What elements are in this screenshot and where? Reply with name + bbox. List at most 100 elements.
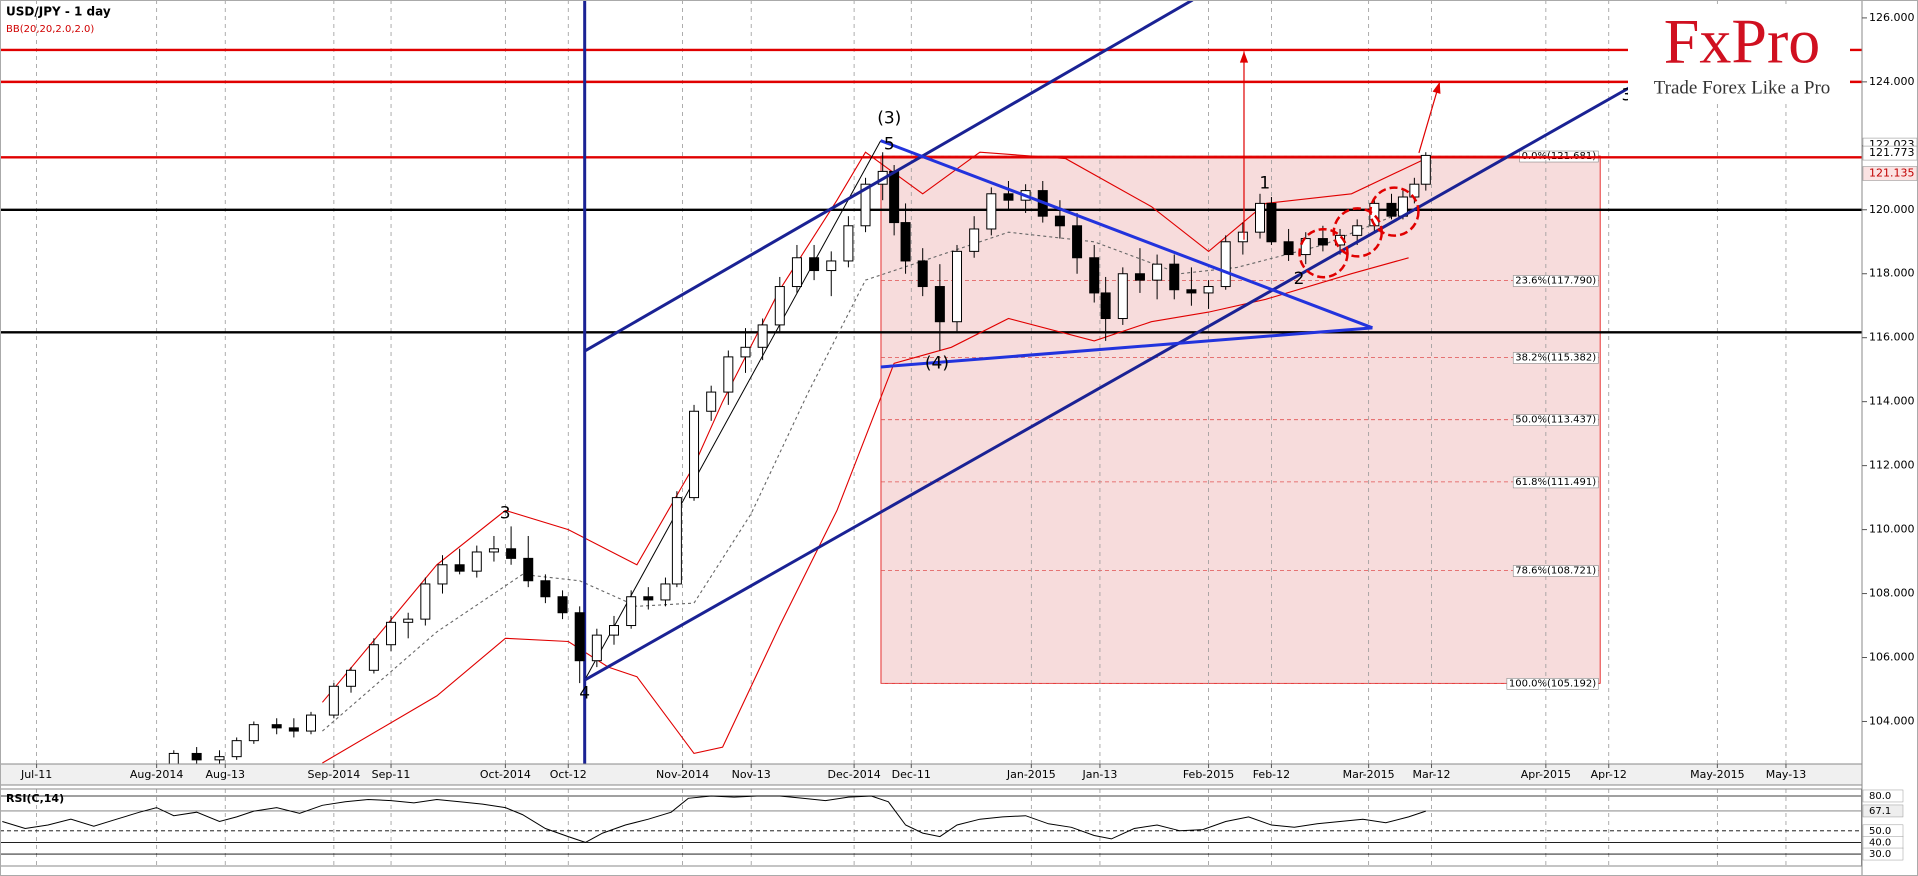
fib-label: 50.0%(113.437) — [1515, 415, 1596, 426]
x-tick-label: May-2015 — [1690, 768, 1745, 781]
candle-body — [1386, 202, 1397, 217]
wave-label: 5 — [884, 134, 895, 154]
candle-body — [969, 228, 980, 252]
candle-body — [843, 225, 854, 262]
rsi-tick-label: 50.0 — [1869, 826, 1891, 837]
candle-body — [346, 669, 357, 687]
x-tick-label: Aug-2014 — [130, 768, 183, 781]
y-tick-label: 120.000 — [1869, 203, 1915, 216]
x-tick-label: Sep-11 — [372, 768, 411, 781]
price-tag-bg — [1862, 145, 1918, 161]
band-line — [321, 151, 1427, 703]
candle-body — [1237, 231, 1248, 243]
candle-body — [591, 634, 602, 662]
candle-body — [860, 183, 871, 227]
candle-body — [306, 714, 317, 732]
x-tick-label: Nov-13 — [732, 768, 771, 781]
candle-body — [454, 564, 465, 572]
fib-label-bg — [1512, 275, 1599, 287]
rsi-tick-bg — [1862, 789, 1904, 803]
candle-body — [271, 724, 282, 729]
candle-body — [368, 644, 379, 671]
candle-body — [191, 752, 202, 761]
x-tick-label: Jan-13 — [1081, 768, 1117, 781]
candle-body — [471, 551, 482, 572]
candle-body — [214, 756, 225, 761]
arrow-head — [1239, 51, 1249, 63]
candle-body — [523, 557, 534, 582]
candle-body — [740, 346, 751, 358]
band-line — [322, 257, 1409, 764]
candle-body — [889, 170, 900, 224]
panel-separator — [0, 784, 1863, 790]
highlight-circle — [1369, 186, 1420, 237]
rsi-tick-label: 40.0 — [1869, 837, 1891, 848]
y-tick-label: 104.000 — [1869, 714, 1915, 727]
candle-body — [1266, 202, 1277, 243]
y-tick-label: 126.000 — [1869, 11, 1915, 24]
y-tick-label: 112.000 — [1869, 459, 1915, 472]
y-tick-label: 124.000 — [1869, 75, 1915, 88]
wave-label: 3 — [500, 504, 511, 524]
x-tick-label: Oct-2014 — [480, 768, 531, 781]
fib-label: 78.6%(108.721) — [1515, 565, 1596, 576]
channel-line — [583, 0, 1194, 353]
candle-body — [1089, 257, 1100, 294]
wave-label: 3 — [1621, 85, 1632, 105]
triangle-line — [880, 326, 1373, 369]
fib-label: 23.6%(117.790) — [1515, 275, 1596, 286]
candle-body — [437, 564, 448, 585]
chart-subtitle: BB(20,20,2.0,2.0) — [6, 24, 94, 35]
x-tick-label: May-13 — [1766, 768, 1807, 781]
fib-label-bg — [1512, 476, 1599, 489]
x-tick-label: Apr-2015 — [1521, 768, 1571, 781]
x-tick-label: Apr-12 — [1591, 768, 1627, 781]
candle-body — [608, 625, 619, 636]
candle-body — [1100, 292, 1111, 320]
x-tick-label: Oct-12 — [550, 768, 587, 781]
triangle-line — [880, 139, 1373, 330]
candle-body — [1203, 286, 1214, 294]
candle-body — [1409, 183, 1420, 198]
wave-label: 4 — [579, 684, 590, 704]
logo: FxPro — [1664, 6, 1821, 77]
candle-body — [168, 752, 179, 764]
fib-label: 38.2%(115.382) — [1515, 352, 1596, 363]
fib-label-bg — [1512, 565, 1599, 577]
rsi-panel — [0, 789, 1862, 866]
x-tick-label: Dec-11 — [892, 768, 931, 781]
candle-body — [1003, 193, 1014, 201]
candle-body — [900, 222, 911, 262]
candle-body — [557, 596, 568, 614]
candle-body — [1134, 273, 1145, 281]
x-tick-label: Dec-2014 — [827, 768, 880, 781]
candle-body — [1420, 154, 1431, 185]
wave-label: (4) — [925, 353, 949, 373]
candle-body — [689, 410, 700, 499]
candle-body — [791, 257, 802, 288]
target-arrow — [1418, 81, 1441, 154]
x-tick-label: Nov-2014 — [656, 768, 709, 781]
channel-line — [583, 84, 1634, 682]
price-tag: 121.135 — [1869, 166, 1915, 179]
candle-body — [420, 583, 431, 620]
candle-body — [1255, 202, 1266, 233]
candle-body — [723, 356, 734, 393]
x-tick-label: Sep-2014 — [308, 768, 361, 781]
candle-body — [671, 497, 682, 585]
candle-body — [248, 724, 259, 742]
y-tick-label: 108.000 — [1869, 587, 1915, 600]
candle-body — [917, 260, 928, 288]
candle-body — [626, 596, 637, 627]
y-tick-label: 118.000 — [1869, 267, 1915, 280]
candle-body — [826, 260, 837, 272]
wave-label: (3) — [877, 109, 901, 129]
x-tick-label: Aug-13 — [206, 768, 245, 781]
rsi-line — [2, 795, 1426, 843]
candle-body — [952, 250, 963, 323]
candle-body — [1283, 241, 1294, 256]
candle-body — [1072, 225, 1083, 259]
candle-body — [506, 548, 517, 559]
candle-body — [934, 286, 945, 323]
